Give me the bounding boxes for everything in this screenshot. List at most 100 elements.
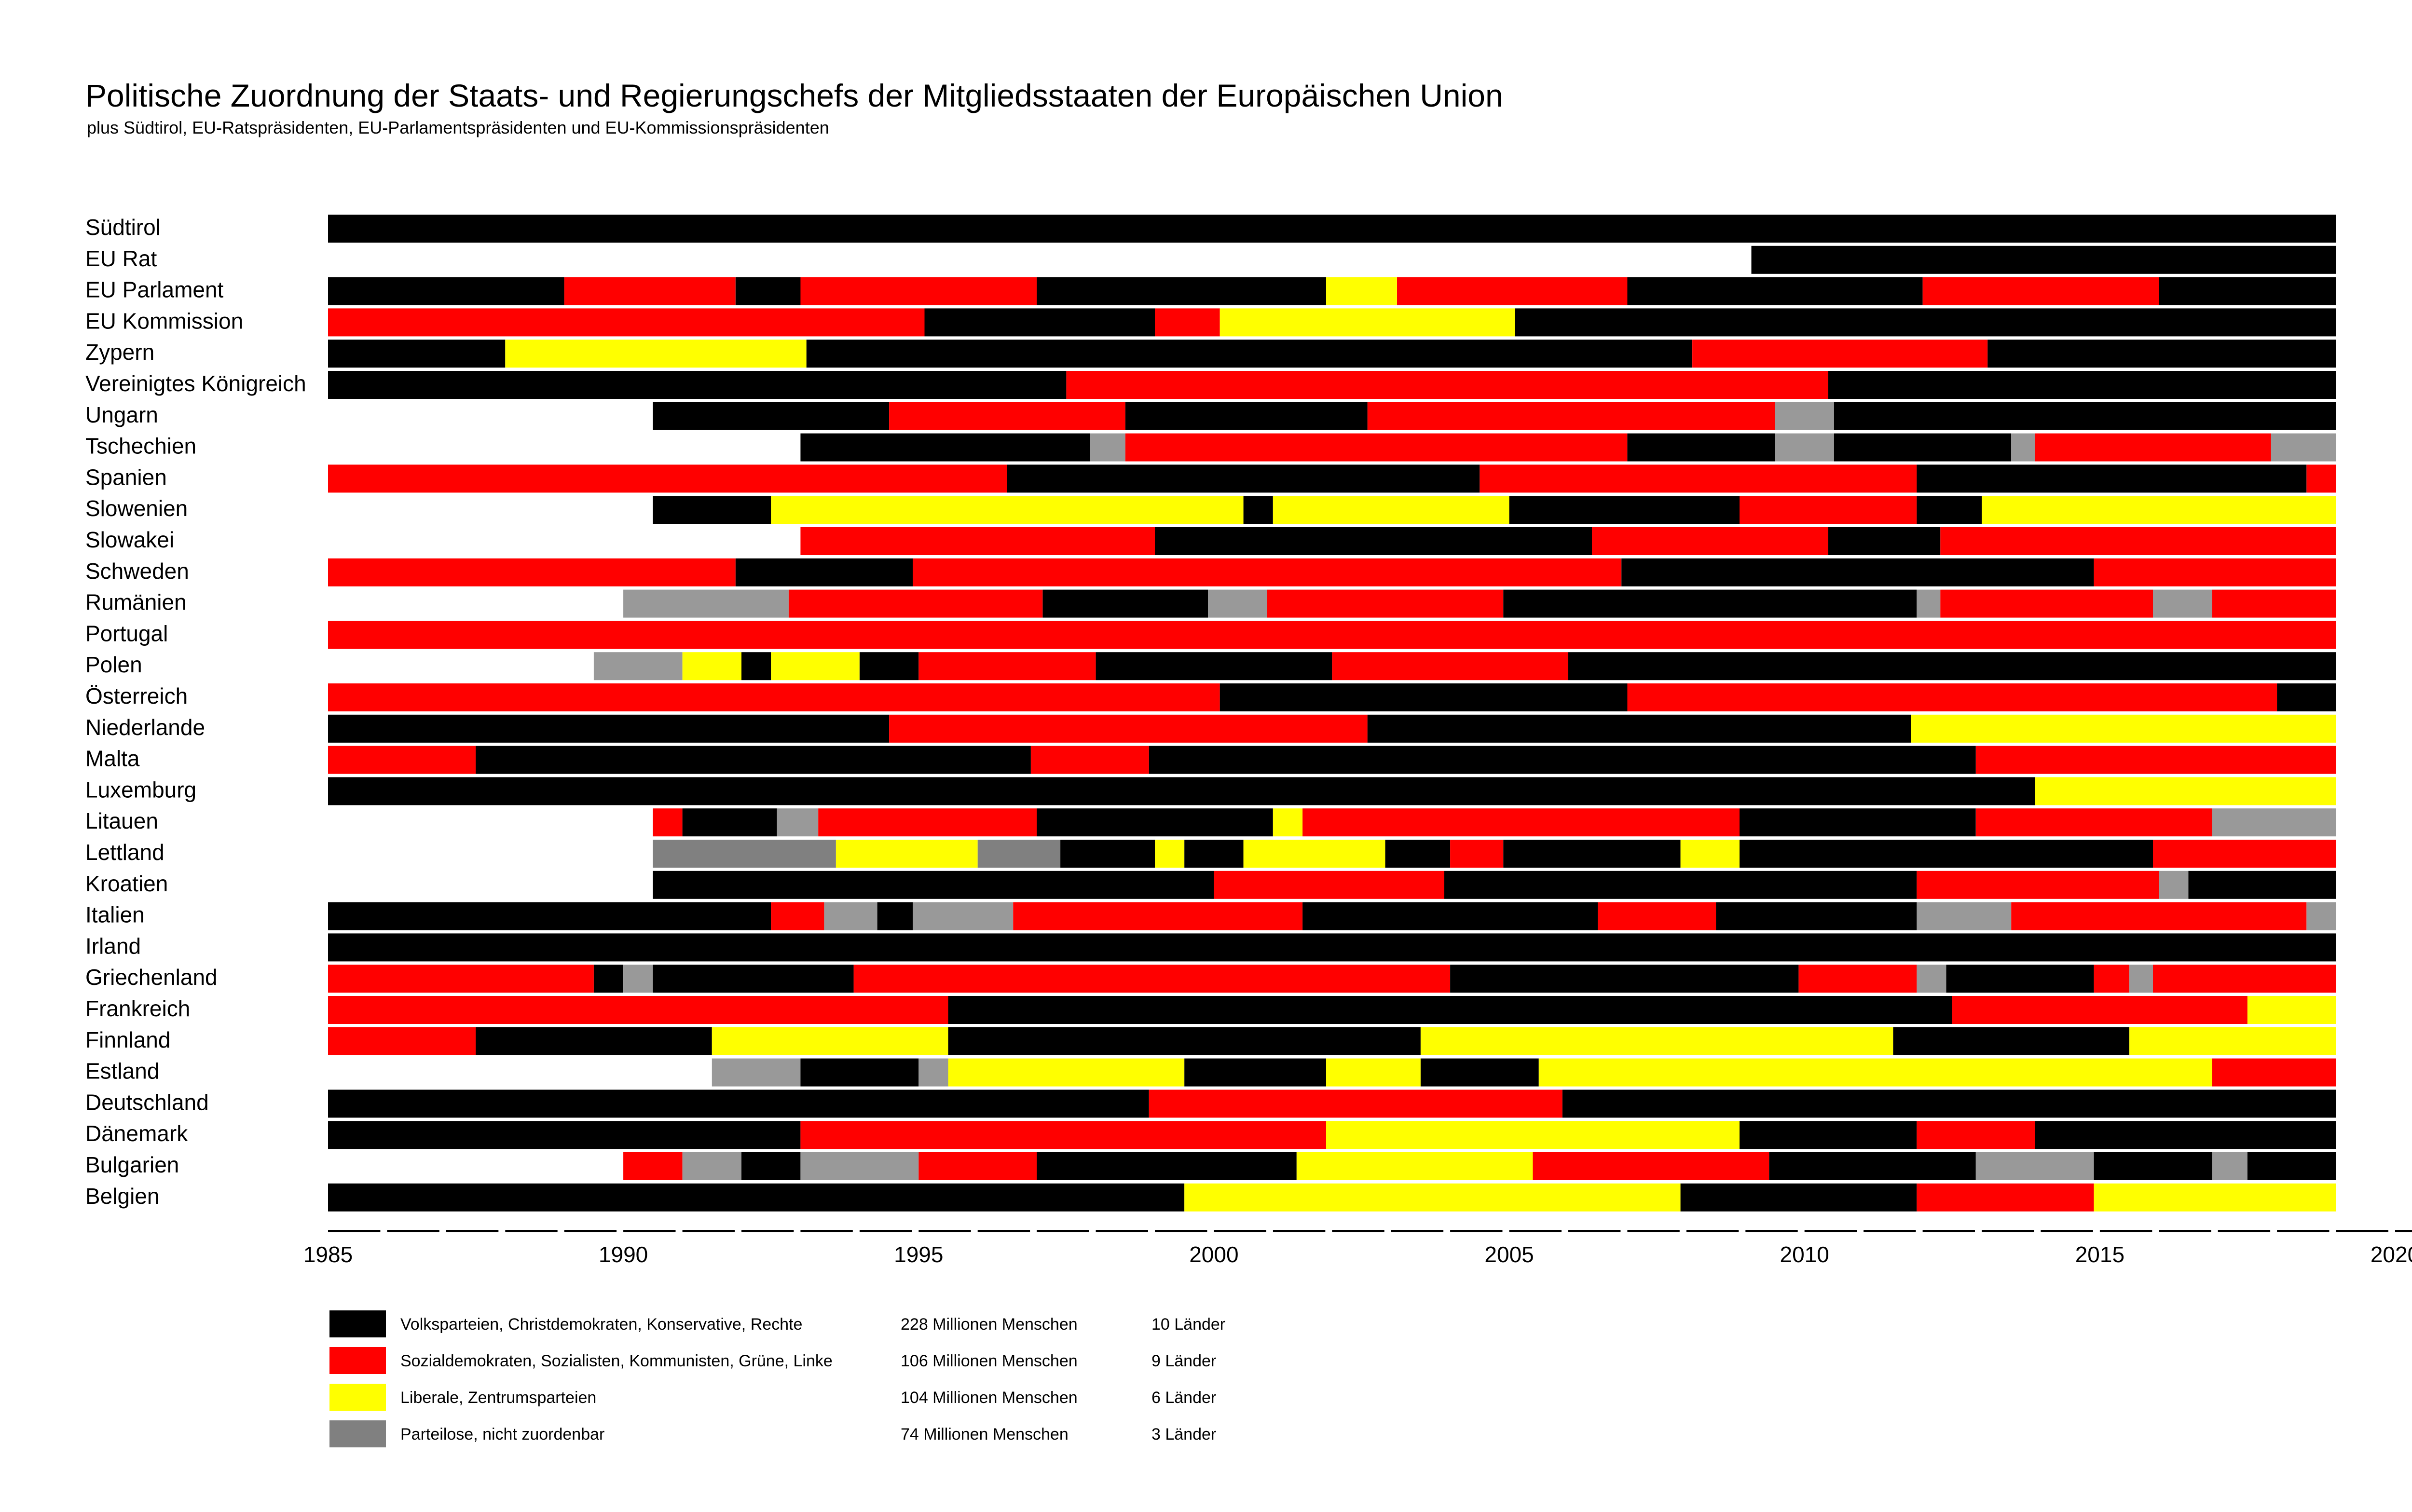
bar-lettland-12 [2153,840,2336,868]
bar-estland-0 [712,1058,801,1087]
axis-dash [2395,1230,2412,1232]
legend-item-2: Liberale, Zentrumsparteien 104 Millionen … [329,1384,1216,1411]
row-label-eu-rat: EU Rat [85,246,157,271]
bar-griechenland-4 [853,965,1451,993]
bar-estland-2 [918,1058,948,1087]
bar-eu-parlament-0 [328,277,564,305]
bar-griechenland-0 [328,965,594,993]
bar-estland-1 [800,1058,919,1087]
bar-litauen-4 [1037,808,1273,837]
bar-lettland-0 [653,840,836,868]
bar-deutschland-2 [1562,1090,2336,1118]
axis-dash [682,1230,735,1232]
bar-lettland-3 [1060,840,1155,868]
bar-danemark-2 [1326,1121,1740,1149]
bar-eu-parlament-7 [1627,277,1923,305]
bar-polen-7 [1332,652,1568,681]
row-label-osterreich: Österreich [85,683,188,708]
axis-dash [1450,1230,1503,1232]
bar-bulgarien-2 [741,1152,801,1180]
bar-ungarn-2 [1125,402,1368,430]
bar-bulgarien-11 [2212,1152,2248,1180]
legend-people: 106 Millionen Menschen [901,1352,1078,1370]
bar-griechenland-6 [1798,965,1917,993]
bar-schweden-0 [328,558,736,586]
bar-eu-rat-0 [1751,245,2336,274]
x-tick-label-2015: 2015 [2075,1242,2124,1267]
bar-frankreich-0 [328,996,948,1024]
bar-estland-8 [2212,1058,2336,1087]
legend-label: Parteilose, nicht zuordenbar [400,1425,604,1444]
bar-lettland-1 [836,840,978,868]
axis-dash [2336,1230,2388,1232]
bar-bulgarien-1 [682,1152,741,1180]
row-portugal: Portugal [85,621,2336,649]
bar-griechenland-3 [653,965,854,993]
row-label-eu-kommission: EU Kommission [85,308,243,333]
bar-ungarn-4 [1775,402,1834,430]
bar-vereinigtes-konigreich-2 [1828,371,2336,399]
bar-kroatien-2 [1444,871,1917,899]
bar-italien-1 [771,902,824,930]
bar-italien-2 [824,902,877,930]
row-italien: Italien [85,902,2336,930]
axis-dash [2218,1230,2271,1232]
bar-italien-7 [1598,902,1716,930]
bar-italien-5 [1013,902,1303,930]
legend-swatch-black [329,1310,386,1337]
row-label-eu-parlament: EU Parlament [85,277,224,302]
bar-litauen-8 [1975,808,2212,837]
bar-zypern-4 [1987,340,2336,368]
legend-countries: 6 Länder [1151,1389,1216,1407]
bar-finnland-0 [328,1027,476,1055]
row-label-portugal: Portugal [85,621,168,646]
bar-kroatien-4 [2159,871,2189,899]
axis-dash [1037,1230,1089,1232]
legend-swatch-yellow [329,1384,386,1411]
row-label-niederlande: Niederlande [85,715,205,740]
bar-rumanien-3 [1208,589,1267,618]
bar-estland-7 [1538,1058,2212,1087]
bar-bulgarien-3 [800,1152,919,1180]
axis-dash [2041,1230,2093,1232]
bar-osterreich-3 [2277,683,2336,711]
bar-slowakei-3 [1828,527,1941,555]
bar-tschechien-1 [1090,433,1125,462]
axis-dash [1627,1230,1680,1232]
bar-polen-4 [859,652,919,681]
bar-litauen-3 [818,808,1037,837]
bar-spanien-3 [1917,464,2307,493]
axis-dash [1982,1230,2034,1232]
bar-bulgarien-8 [1769,1152,1976,1180]
bar-bulgarien-6 [1296,1152,1533,1180]
bar-malta-2 [1030,746,1149,774]
bar-belgien-4 [2094,1183,2336,1212]
axis-dash [859,1230,912,1232]
bar-eu-kommission-0 [328,308,925,337]
row-zypern: Zypern [85,340,2336,368]
bar-malta-1 [476,746,1031,774]
bar-slowenien-3 [1273,496,1509,524]
bar-griechenland-8 [1946,965,2094,993]
bar-eu-kommission-2 [1155,308,1220,337]
legend-people: 104 Millionen Menschen [901,1389,1078,1407]
bar-deutschland-0 [328,1090,1149,1118]
bar-finnland-5 [1893,1027,2130,1055]
bar-kroatien-3 [1917,871,2159,899]
axis-dashes [328,1230,2412,1232]
bar-eu-parlament-3 [800,277,1037,305]
bar-lettland-9 [1503,840,1681,868]
bar-schweden-1 [735,558,913,586]
bar-slowenien-6 [1917,496,1982,524]
bar-polen-8 [1568,652,2336,681]
row-polen: Polen [85,652,2336,681]
bar-slowenien-7 [1982,496,2336,524]
bar-spanien-1 [1007,464,1480,493]
bar-griechenland-10 [2129,965,2153,993]
legend-label: Liberale, Zentrumsparteien [400,1389,596,1407]
row-tschechien: Tschechien [85,433,2336,462]
bar-danemark-0 [328,1121,801,1149]
bar-eu-parlament-8 [1922,277,2159,305]
row-label-finnland: Finnland [85,1027,170,1052]
bar-eu-parlament-1 [564,277,736,305]
